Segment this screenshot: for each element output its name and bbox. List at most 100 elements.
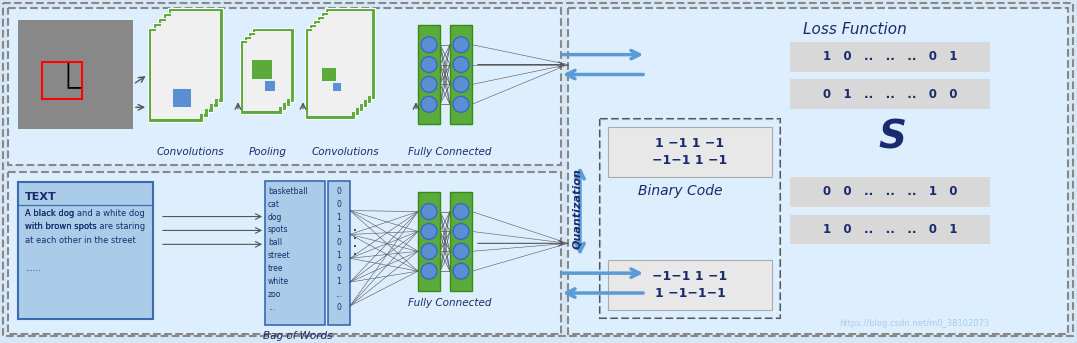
Circle shape xyxy=(421,57,437,72)
Text: 1   0   ..   ..   ..   0   1: 1 0 .. .. .. 0 1 xyxy=(823,50,957,63)
Text: 1 −1−1−1: 1 −1−1−1 xyxy=(655,287,726,300)
Circle shape xyxy=(453,204,468,220)
Text: at each other in the street: at each other in the street xyxy=(25,236,136,245)
Bar xyxy=(255,31,291,99)
Circle shape xyxy=(453,37,468,52)
Text: •: • xyxy=(353,236,356,243)
Bar xyxy=(18,20,132,129)
Text: Pooling: Pooling xyxy=(249,147,286,157)
Text: Bag of Words: Bag of Words xyxy=(263,331,333,341)
Text: ...: ... xyxy=(335,290,342,299)
Bar xyxy=(168,8,223,102)
Circle shape xyxy=(453,263,468,279)
Bar xyxy=(609,260,772,310)
Bar xyxy=(309,24,359,115)
Text: TEXT: TEXT xyxy=(25,192,57,202)
Text: dog: dog xyxy=(268,213,282,222)
Text: street: street xyxy=(268,251,291,260)
Text: −1−1 1 −1: −1−1 1 −1 xyxy=(653,154,728,167)
Bar xyxy=(42,62,82,99)
Bar xyxy=(153,23,208,117)
Text: 1: 1 xyxy=(337,251,341,260)
Circle shape xyxy=(453,57,468,72)
Text: cat: cat xyxy=(268,200,280,209)
Text: spots: spots xyxy=(268,225,289,235)
Text: 0: 0 xyxy=(336,303,341,312)
Text: 0: 0 xyxy=(336,187,341,196)
Circle shape xyxy=(421,243,437,259)
Bar xyxy=(450,25,472,124)
Text: 0   0   ..   ..   ..   1   0: 0 0 .. .. .. 1 0 xyxy=(823,185,957,198)
Circle shape xyxy=(421,76,437,92)
Text: 0: 0 xyxy=(336,238,341,247)
Bar xyxy=(8,8,561,165)
Text: A black dog and a white dog: A black dog and a white dog xyxy=(25,209,144,217)
Text: 1 −1 1 −1: 1 −1 1 −1 xyxy=(656,137,725,150)
Text: Fully Connected: Fully Connected xyxy=(408,147,492,157)
Bar xyxy=(151,31,200,119)
Bar xyxy=(171,11,220,99)
Bar xyxy=(600,119,780,318)
Text: https://blog.csdn.net/m0_38102073: https://blog.csdn.net/m0_38102073 xyxy=(840,319,990,328)
Circle shape xyxy=(421,204,437,220)
Text: •: • xyxy=(353,244,356,250)
Bar xyxy=(173,90,191,107)
Bar xyxy=(600,119,780,318)
Bar xyxy=(265,181,325,325)
Bar xyxy=(312,27,356,112)
Bar xyxy=(320,19,364,104)
Bar xyxy=(316,23,360,108)
Text: 1   0   ..   ..   ..   0   1: 1 0 .. .. .. 0 1 xyxy=(823,223,957,236)
Circle shape xyxy=(453,76,468,92)
Bar xyxy=(418,192,440,291)
Bar xyxy=(568,8,1068,334)
Text: 1: 1 xyxy=(337,213,341,222)
Text: white: white xyxy=(268,277,289,286)
Bar xyxy=(160,21,210,109)
Bar xyxy=(325,8,375,99)
Bar xyxy=(609,127,772,177)
Text: 0: 0 xyxy=(336,200,341,209)
Bar xyxy=(791,177,990,206)
Bar xyxy=(313,20,363,111)
Bar xyxy=(240,40,282,114)
Bar xyxy=(244,36,286,110)
Bar xyxy=(568,8,1068,334)
Bar xyxy=(252,60,272,80)
Text: 0: 0 xyxy=(336,264,341,273)
Circle shape xyxy=(421,263,437,279)
Text: S: S xyxy=(878,118,906,156)
Bar xyxy=(317,16,367,107)
Bar xyxy=(163,13,218,107)
Bar xyxy=(247,39,283,107)
Bar xyxy=(248,32,290,106)
Bar xyxy=(18,182,153,319)
Bar xyxy=(8,172,561,334)
Bar xyxy=(324,15,368,100)
Text: −1−1 1 −1: −1−1 1 −1 xyxy=(653,270,728,283)
Text: A black dog: A black dog xyxy=(25,209,76,217)
Text: basketball: basketball xyxy=(268,187,308,196)
Circle shape xyxy=(453,96,468,112)
Bar xyxy=(418,25,440,124)
Text: Convolutions: Convolutions xyxy=(311,147,379,157)
Bar xyxy=(333,83,341,91)
Bar xyxy=(251,35,286,103)
Text: Binary Code: Binary Code xyxy=(638,184,723,198)
Text: with brown spots: with brown spots xyxy=(25,223,99,232)
Circle shape xyxy=(421,37,437,52)
Text: Convolutions: Convolutions xyxy=(156,147,224,157)
Text: ...: ... xyxy=(268,303,275,312)
Bar xyxy=(8,8,561,165)
Bar xyxy=(252,28,294,102)
Circle shape xyxy=(421,224,437,239)
Text: 1: 1 xyxy=(337,277,341,286)
Bar xyxy=(305,28,355,119)
Bar xyxy=(791,80,990,109)
Text: Fully Connected: Fully Connected xyxy=(408,298,492,308)
Bar xyxy=(148,28,202,122)
Bar xyxy=(328,11,372,96)
Text: ......: ...... xyxy=(25,264,41,273)
Bar xyxy=(156,26,205,114)
Bar xyxy=(243,43,279,111)
